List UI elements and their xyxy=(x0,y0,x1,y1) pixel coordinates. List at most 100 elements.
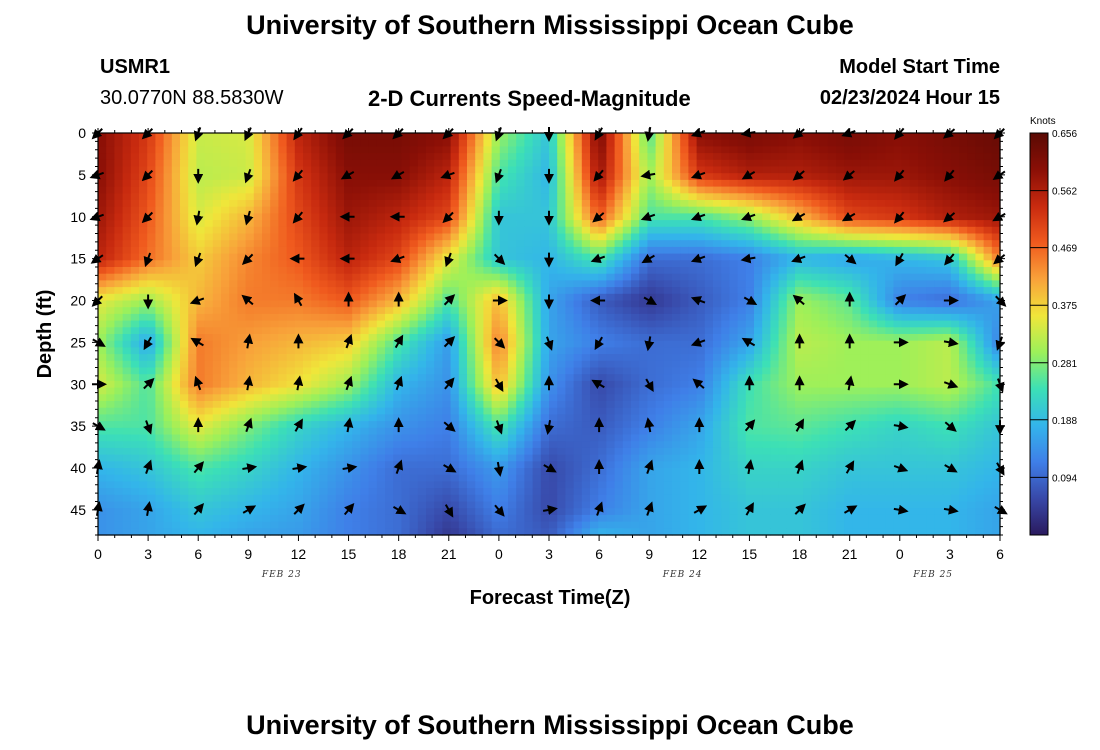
heatmap-cell xyxy=(327,133,337,141)
heatmap-cell xyxy=(606,313,616,322)
heatmap-cell xyxy=(204,220,214,228)
heatmap-cell xyxy=(426,300,435,308)
heatmap-cell xyxy=(704,354,714,362)
heatmap-cell xyxy=(614,253,624,261)
heatmap-cell xyxy=(286,267,296,275)
heatmap-cell xyxy=(713,260,722,268)
heatmap-cell xyxy=(368,367,378,375)
station-coordinates: 30.0770N 88.5830W xyxy=(100,87,284,109)
heatmap-cell xyxy=(877,354,886,362)
heatmap-cell xyxy=(696,200,706,208)
heatmap-cell xyxy=(327,334,337,342)
heatmap-cell xyxy=(483,300,493,308)
heatmap-cell xyxy=(581,213,591,221)
heatmap-cell xyxy=(795,233,804,241)
heatmap-cell xyxy=(573,226,583,235)
heatmap-cell xyxy=(311,186,320,194)
heatmap-cell xyxy=(647,193,657,201)
heatmap-cell xyxy=(737,159,747,168)
heatmap-cell xyxy=(483,159,493,168)
heatmap-cell xyxy=(860,146,870,154)
heatmap-cell xyxy=(672,213,681,221)
heatmap-cell xyxy=(819,159,829,168)
heatmap-cell xyxy=(918,246,927,255)
heatmap-cell xyxy=(221,280,230,288)
heatmap-cell xyxy=(163,246,173,255)
heatmap-cell xyxy=(278,360,288,369)
heatmap-cell xyxy=(122,159,132,168)
heatmap-cell xyxy=(655,253,665,261)
heatmap-cell xyxy=(959,139,968,147)
heatmap-cell xyxy=(303,240,312,248)
heatmap-cell xyxy=(155,287,165,295)
heatmap-cell xyxy=(303,434,312,442)
heatmap-cell xyxy=(860,394,870,402)
heatmap-cell xyxy=(450,354,460,362)
heatmap-cell xyxy=(385,367,394,375)
heatmap-cell xyxy=(458,273,468,281)
heatmap-cell xyxy=(991,354,1001,362)
heatmap-cell xyxy=(540,246,550,255)
heatmap-cell xyxy=(672,307,681,315)
heatmap-cell xyxy=(811,340,821,348)
heatmap-cell xyxy=(762,173,771,181)
heatmap-cell xyxy=(737,246,747,255)
heatmap-cell xyxy=(811,260,821,268)
heatmap-cell xyxy=(221,334,230,342)
heatmap-cell xyxy=(114,334,124,342)
heatmap-cell xyxy=(967,347,976,355)
heatmap-cell xyxy=(229,153,238,161)
heatmap-cell xyxy=(622,166,632,174)
heatmap-cell xyxy=(893,374,903,382)
heatmap-cell xyxy=(311,153,320,161)
heatmap-cell xyxy=(565,153,575,161)
heatmap-cell xyxy=(975,133,985,141)
heatmap-cell xyxy=(253,220,263,228)
heatmap-cell xyxy=(967,340,976,348)
heatmap-cell xyxy=(458,340,468,348)
heatmap-cell xyxy=(655,166,665,174)
heatmap-cell xyxy=(516,179,525,188)
heatmap-cell xyxy=(516,186,525,194)
heatmap-cell xyxy=(344,360,353,369)
heatmap-cell xyxy=(745,186,755,194)
heatmap-cell xyxy=(327,166,337,174)
heatmap-cell xyxy=(245,267,255,275)
heatmap-cell xyxy=(237,414,247,422)
heatmap-cell xyxy=(721,414,730,422)
heatmap-cell xyxy=(344,186,353,194)
heatmap-cell xyxy=(499,374,509,382)
heatmap-cell xyxy=(278,220,288,228)
heatmap-cell xyxy=(483,394,493,402)
heatmap-cell xyxy=(549,159,558,168)
heatmap-cell xyxy=(237,380,247,389)
heatmap-cell xyxy=(745,320,755,328)
heatmap-cell xyxy=(901,220,911,228)
heatmap-cell xyxy=(639,307,648,315)
heatmap-cell xyxy=(278,173,288,181)
heatmap-cell xyxy=(737,313,747,322)
heatmap-cell xyxy=(204,300,214,308)
heatmap-cell xyxy=(688,179,698,188)
heatmap-cell xyxy=(229,260,238,268)
heatmap-cell xyxy=(991,394,1001,402)
heatmap-cell xyxy=(294,327,304,335)
heatmap-cell xyxy=(204,153,214,161)
heatmap-cell xyxy=(778,340,788,348)
heatmap-cell xyxy=(696,287,706,295)
heatmap-cell xyxy=(114,213,124,221)
heatmap-cell xyxy=(877,193,886,201)
heatmap-cell xyxy=(909,293,919,302)
heatmap-cell xyxy=(598,200,607,208)
heatmap-cell xyxy=(262,287,271,295)
heatmap-cell xyxy=(335,220,345,228)
heatmap-cell xyxy=(212,139,222,147)
heatmap-cell xyxy=(836,146,845,154)
heatmap-cell xyxy=(877,421,886,429)
heatmap-cell xyxy=(319,193,329,201)
heatmap-cell xyxy=(286,320,296,328)
heatmap-cell xyxy=(959,354,968,362)
heatmap-cell xyxy=(278,340,288,348)
heatmap-cell xyxy=(631,206,640,214)
heatmap-cell xyxy=(122,407,132,415)
